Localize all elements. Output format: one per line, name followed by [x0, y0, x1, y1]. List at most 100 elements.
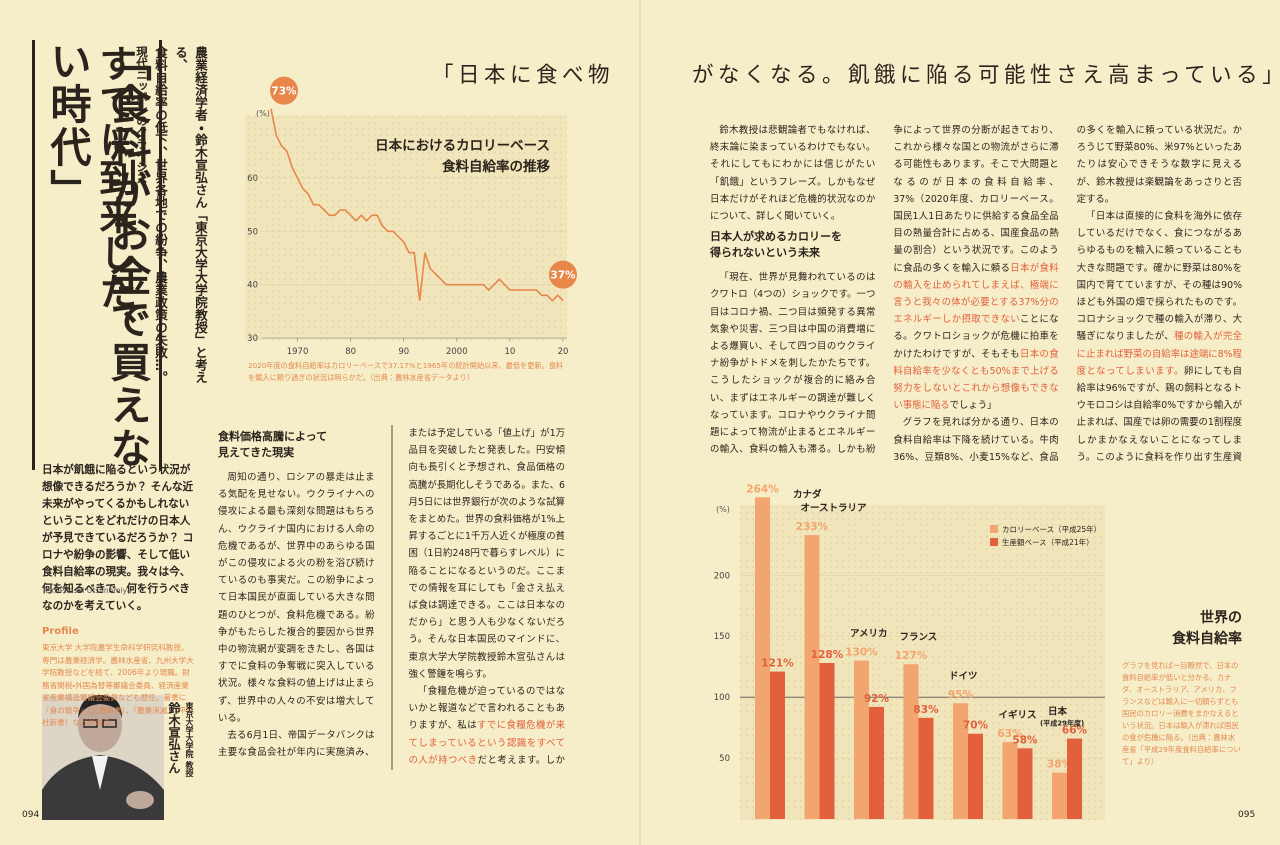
badge — [549, 260, 577, 289]
category-label: イギリス — [999, 709, 1037, 721]
paragraph: 「日本は直接的に食料を海外に依存しているだけでなく、食につながるあらゆるものを輸… — [1077, 122, 1242, 470]
deck-line: 食料自給率の低下、世界各地での紛争、農業政策の失敗…。 — [153, 46, 168, 384]
chart-caption: グラフを見れば一目瞭然で、日本の食料自給率が低いと分かる。カナダ、オーストラリア… — [1122, 661, 1241, 766]
line-plot-bg — [245, 115, 567, 340]
category-label: 日本 — [1048, 706, 1068, 718]
person-title: 東京大学大学院 教授 — [185, 702, 194, 777]
y-tick-label: 50 — [247, 227, 258, 237]
text-run: ことになる。クワトロショックが危機に拍車をかけたわけですが、そもそも — [893, 314, 1059, 360]
paragraph: 「食糧危機が迫っているのではないかと報道などで言われることもありますが、私はすで… — [409, 425, 566, 775]
text-run: 卵にしても自給率は96%ですが、鶏の飼料となるトウモロコシは自給率0%ですから輸… — [1076, 365, 1242, 463]
y-unit: (%) — [716, 505, 730, 514]
highlight-run: 種の輸入が完全に止まれば野菜の自給率は途端に8%程度となってしまいます。 — [1076, 331, 1242, 377]
value-label: 38% — [1047, 759, 1073, 771]
text-run: 「日本は直接的に食料を海外に依存しているだけでなく、食につながるあらゆるものを輸… — [1076, 211, 1242, 343]
legend-swatch — [990, 525, 998, 533]
badge — [270, 76, 298, 105]
bar — [903, 664, 919, 819]
text-run: 去る6月1日、帝国データバンクは主要な食品会社が年内に実施済み、または予定してい… — [218, 428, 565, 759]
x-tick-label: 2000 — [446, 347, 468, 357]
value-label: 66% — [1062, 725, 1088, 737]
y-tick-label: 40 — [247, 281, 258, 291]
value-label: 127% — [895, 650, 928, 662]
bar — [1017, 748, 1033, 819]
section-heading: 食料価格高騰によって 見えてきた現実 — [218, 430, 328, 459]
section-heading: 日本人が求めるカロリーを 得られないという未来 — [710, 230, 842, 260]
legend-label: カロリーベース（平成25年） — [1002, 524, 1101, 534]
bar — [770, 671, 785, 819]
bar — [968, 733, 983, 819]
bar — [804, 535, 820, 819]
category-label: ドイツ — [949, 671, 978, 682]
body-text: 鈴木教授は悲観論者でもなければ、終末論に染まっているわけでもない。それにしてもに… — [710, 122, 1242, 470]
value-label: 130% — [845, 647, 878, 659]
value-label: 92% — [864, 693, 890, 705]
deck-line: 農業経済学者・鈴木宣弘さん「東京大学大学院教授」と考える、 — [173, 46, 208, 384]
text-run: でしょう」 — [949, 400, 997, 412]
value-label: 63% — [997, 728, 1023, 740]
line-series — [270, 108, 564, 302]
deck: 農業経済学者・鈴木宣弘さん「東京大学大学院教授」と考える、 食料自給率の低下、世… — [150, 46, 210, 386]
y-unit: (%) — [256, 109, 270, 118]
page-number: 095 — [1238, 810, 1256, 820]
y-tick-label: 50 — [719, 754, 730, 764]
bar — [869, 706, 884, 819]
badge-label: 73% — [271, 86, 297, 98]
y-tick-label: 60 — [247, 174, 258, 184]
bar — [854, 660, 869, 819]
y-tick-label: 150 — [714, 632, 730, 642]
profile-text: 東京大学 大学院農学生命科学研究科教授。専門は農業経済学。農林水産省、九州大学大… — [42, 643, 194, 727]
portrait — [42, 695, 164, 820]
text-run: だと考えます。しかもこれから状況が改善していくどころか、問題が深刻化していく可能… — [477, 754, 565, 766]
highlight-run: 日本の食料自給率を少なくとも50%まで上げる努力をしないとこれから想像もできない… — [893, 348, 1059, 412]
badge-label: 37% — [550, 270, 576, 282]
value-label: 233% — [796, 521, 829, 533]
value-label: 264% — [746, 483, 779, 495]
value-label: 95% — [948, 689, 974, 701]
text-run: 鈴木教授は悲観論者でもなければ、終末論に染まっているわけでもない。それにしてもに… — [710, 125, 876, 223]
category-label: カナダ — [793, 488, 822, 500]
category-label: アメリカ — [850, 629, 888, 640]
x-tick-label: 20 — [558, 347, 569, 357]
kicker: 現代ニッポンのクライシス — [135, 46, 149, 184]
value-label: 128% — [811, 649, 844, 661]
page-number: 094 — [22, 810, 40, 820]
value-label: 58% — [1012, 734, 1038, 746]
value-label: 121% — [761, 658, 794, 670]
lead: 日本が飢餓に陥るという状況が想像できるだろうか？ そんな近未来がやってくるかもし… — [42, 464, 194, 612]
chart-title: 日本におけるカロリーベース 食料自給率の推移 — [375, 138, 550, 175]
bar — [1002, 742, 1018, 819]
y-tick-label: 100 — [714, 693, 730, 703]
category-note: (平成29年度) — [1040, 719, 1084, 728]
x-tick-label: 1970 — [287, 347, 309, 357]
bar — [918, 717, 934, 819]
x-tick-label: 80 — [345, 347, 356, 357]
y-tick-label: 30 — [247, 334, 258, 344]
paragraph: 鈴木教授は悲観論者でもなければ、終末論に染まっているわけでもない。それにしてもに… — [710, 122, 875, 225]
text-run: 周知の通り、ロシアの暴走は止まる気配を見せない。ウクライナへの侵攻による最も深刻… — [218, 472, 375, 724]
x-tick-label: 90 — [398, 347, 409, 357]
body-text: 食料価格高騰によって 見えてきた現実周知の通り、ロシアの暴走は止まる気配を見せな… — [218, 425, 565, 775]
text-run: 「食糧危機が迫っているのではないかと報道などで言われることもありますが、私は — [408, 686, 566, 732]
paragraph: 「現在、世界が見舞われているのはクワトロ（4つの）ショックです。一つ目はコロナ禍… — [710, 122, 1059, 470]
text-run: 「現在、世界が見舞われているのはクワトロ（4つの）ショックです。一つ目はコロナ禍… — [710, 125, 1059, 456]
person-name: 鈴木宣弘さん — [167, 702, 181, 774]
paragraph: 去る6月1日、帝国データバンクは主要な食品会社が年内に実施済み、または予定してい… — [218, 425, 565, 775]
bar — [1067, 738, 1082, 819]
paragraph: 周知の通り、ロシアの暴走は止まる気配を見せない。ウクライナへの侵攻による最も深刻… — [218, 469, 375, 727]
chart-title: 世界の 食料自給率 — [1172, 610, 1242, 647]
value-label: 70% — [963, 720, 989, 732]
legend-swatch — [990, 538, 998, 546]
credit: Text/Piroshi Utsunomiya — [42, 586, 132, 595]
category-label: フランス — [900, 632, 938, 643]
category-label: オーストラリア — [801, 503, 868, 514]
bar — [819, 663, 835, 819]
highlight-run: 日本が食料の輸入を止められてしまえば、極端に言うと我々の体が必要とする37%分の… — [893, 262, 1059, 326]
y-tick-label: 200 — [714, 571, 730, 581]
x-tick-label: 10 — [504, 347, 515, 357]
bar — [755, 497, 770, 819]
highlight-run: すでに食糧危機が来てしまっているという認識をすべての人が持つべき — [408, 720, 566, 766]
profile-label: Profile — [42, 626, 79, 637]
